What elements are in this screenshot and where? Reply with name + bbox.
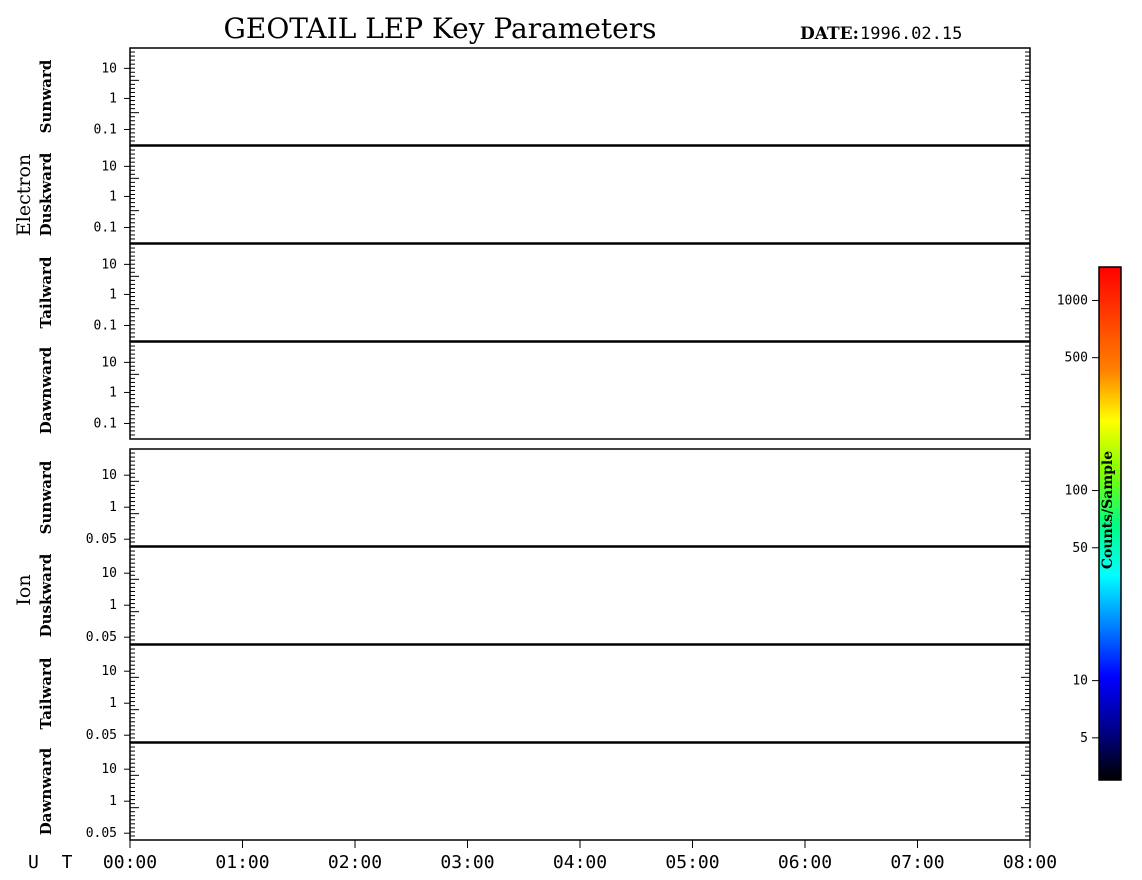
panel-background bbox=[130, 48, 1030, 145]
y-tick-label: 1 bbox=[109, 91, 117, 106]
panel-background bbox=[130, 146, 1030, 243]
panel-background bbox=[130, 244, 1030, 341]
panel-direction-label: Sunward bbox=[37, 59, 55, 133]
panel-direction-label: Duskward bbox=[37, 152, 55, 236]
panel-electron-sunward: 10 1 0.1 Sunward bbox=[37, 47, 1031, 146]
date-label: DATE: bbox=[800, 24, 859, 44]
spectrogram-panels: 10 1 0.1 Sunward 10 1 0.1 Duskward 1010.1Tailwar… bbox=[37, 47, 1031, 841]
chart-title: GEOTAIL LEP Key Parameters bbox=[224, 12, 657, 45]
y-tick-label: 1 bbox=[109, 189, 117, 204]
group-label-electron: Electron bbox=[13, 154, 35, 236]
y-tick-label: 0.1 bbox=[94, 122, 117, 137]
y-tick-label: 10 bbox=[101, 61, 117, 76]
group-label-ion: Ion bbox=[13, 574, 35, 605]
y-tick-label: 0.1 bbox=[94, 220, 117, 235]
date-value: 1996.02.15 bbox=[860, 24, 962, 44]
y-tick-label: 10 bbox=[101, 159, 117, 174]
panel-electron-duskward: 10 1 0.1 Duskward bbox=[37, 145, 1031, 244]
